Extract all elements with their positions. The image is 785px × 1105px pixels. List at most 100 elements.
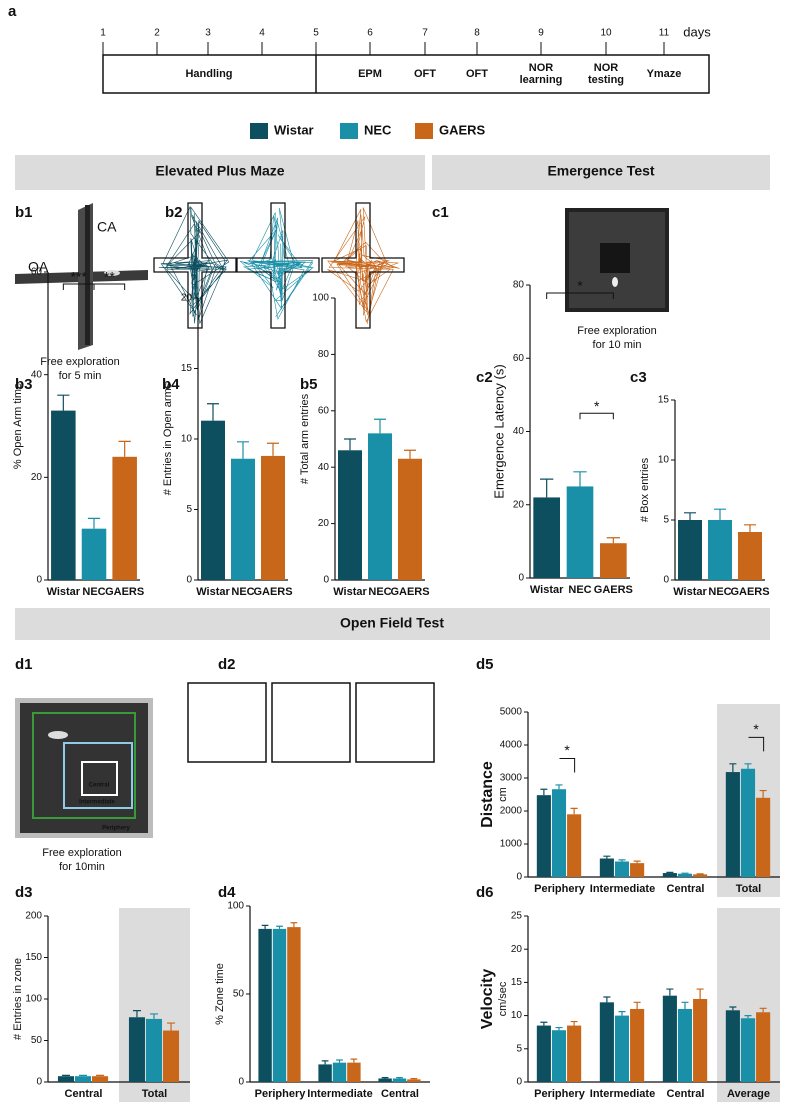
label: ** [104, 269, 115, 285]
label: d5 [476, 656, 494, 673]
arena-outline [187, 682, 267, 763]
bar [112, 456, 137, 580]
label: Intermediate [307, 1088, 372, 1100]
label: NEC [231, 586, 254, 598]
label: Ymaze [647, 68, 682, 80]
label: 60 [513, 353, 525, 364]
bar [338, 450, 362, 580]
bar [163, 1030, 180, 1082]
label: b4 [162, 376, 180, 393]
label: Free exploration [42, 847, 122, 859]
section-band [432, 155, 770, 190]
arena-outline [271, 682, 351, 763]
label: OFT [414, 68, 436, 80]
error-bar [555, 784, 563, 790]
error-bar [404, 449, 416, 459]
label: 0 [663, 575, 669, 586]
label: NOR [529, 62, 554, 74]
label: *** [70, 269, 87, 285]
error-bar [237, 441, 249, 459]
label: 10 [181, 434, 193, 445]
label: Velocity [479, 969, 496, 1030]
label: Distance [479, 761, 496, 828]
error-bar [78, 1074, 88, 1077]
bar [533, 497, 560, 578]
bar [725, 1010, 740, 1082]
error-bar [149, 1013, 159, 1019]
error-bar [729, 763, 737, 773]
label: learning [520, 74, 563, 86]
track [158, 206, 230, 325]
label: Total [736, 883, 761, 895]
label: # Total arm entries [299, 393, 311, 484]
bar [128, 1017, 145, 1082]
bar [756, 1012, 771, 1082]
bar [551, 1030, 567, 1082]
error-bar [633, 860, 641, 864]
label: 0 [516, 872, 522, 883]
rat [104, 270, 120, 276]
error-bar [570, 807, 578, 815]
error-bar [276, 925, 283, 929]
bar [567, 1025, 582, 1082]
bar [332, 1062, 347, 1082]
label: Wistar [530, 584, 564, 596]
label: 40 [513, 426, 525, 437]
error-bar [336, 1059, 343, 1063]
error-bar [603, 855, 611, 859]
bar [231, 458, 255, 580]
label: for 5 min [59, 370, 102, 382]
label: 15 [181, 363, 193, 374]
error-bar [321, 1060, 329, 1065]
significance-bracket [559, 758, 576, 773]
bar [318, 1064, 332, 1082]
label: b3 [15, 376, 33, 393]
bar [725, 772, 740, 877]
bar [677, 873, 693, 877]
bar [600, 543, 627, 578]
label: d1 [15, 656, 33, 673]
error-bar [540, 478, 554, 498]
bar [614, 1015, 630, 1082]
label: 0 [36, 575, 42, 586]
label: 80 [513, 280, 525, 291]
bar [378, 1078, 392, 1082]
error-bar [696, 988, 704, 999]
bar [630, 863, 645, 877]
error-bar [207, 403, 219, 421]
bar [57, 1076, 74, 1082]
label: 60 [318, 405, 330, 416]
label: * [564, 742, 570, 758]
label: Central [667, 1088, 705, 1100]
label: c2 [476, 369, 493, 386]
label: Periphery [102, 826, 130, 832]
error-bar [261, 924, 269, 929]
error-bar [381, 1077, 389, 1079]
arena [20, 703, 148, 833]
label: a [8, 3, 17, 20]
label: Central [89, 783, 110, 789]
label: Intermediate [79, 800, 115, 806]
error-bar [744, 524, 756, 532]
label: 20 [181, 293, 193, 304]
label: Wistar [47, 586, 81, 598]
label: Free exploration [40, 356, 120, 368]
maze-wall [85, 205, 90, 345]
label: Wistar [333, 586, 367, 598]
error-bar [167, 1022, 176, 1031]
label: 7 [422, 28, 428, 39]
error-bar [96, 1074, 105, 1077]
label: EPM [358, 68, 382, 80]
label: Wistar [673, 586, 707, 598]
error-bar [132, 1010, 141, 1018]
bar [201, 420, 225, 580]
maze-outline [321, 202, 405, 329]
bar [92, 1076, 109, 1082]
error-bar [540, 1021, 548, 1026]
bar [536, 795, 551, 877]
label: cm [497, 787, 509, 802]
label: 3000 [500, 773, 523, 784]
zone-central [81, 761, 118, 796]
bar [145, 1018, 163, 1082]
